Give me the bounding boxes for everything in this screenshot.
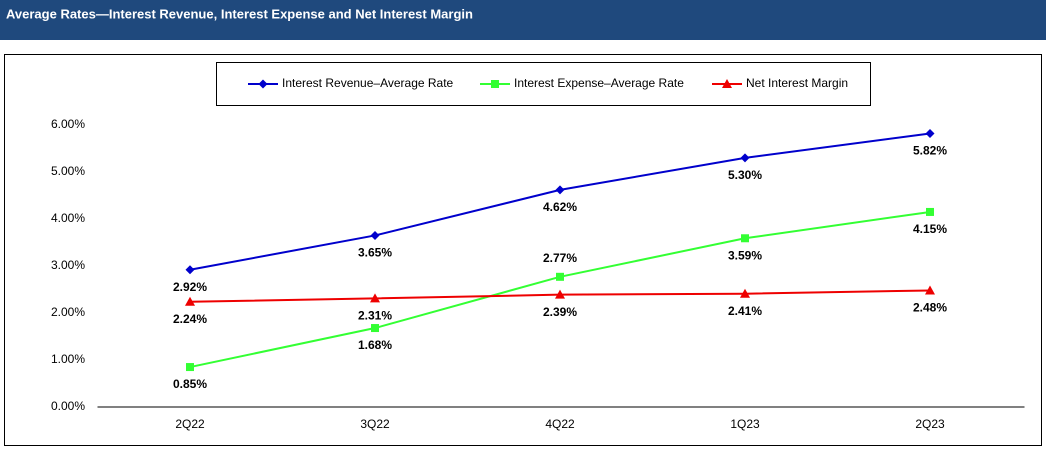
y-tick-label: 1.00% (51, 352, 85, 366)
point (740, 153, 750, 163)
point (370, 293, 380, 303)
value-label: 4.15% (913, 222, 947, 236)
x-tick-label: 4Q22 (545, 417, 575, 431)
value-label: 1.68% (358, 338, 392, 352)
point (555, 289, 565, 299)
value-label: 2.48% (913, 301, 947, 315)
point (556, 272, 564, 281)
legend-marker (258, 79, 268, 89)
y-tick-label: 0.00% (51, 399, 85, 413)
value-label: 3.59% (728, 248, 762, 262)
point (740, 288, 750, 298)
legend-marker (491, 80, 499, 88)
point (926, 207, 934, 216)
x-tick-label: 3Q22 (360, 417, 390, 431)
value-label: 3.65% (358, 246, 392, 260)
legend-box (216, 62, 871, 106)
value-label: 5.82% (913, 144, 947, 158)
y-tick-label: 4.00% (51, 211, 85, 225)
value-label: 2.24% (173, 312, 207, 326)
legend-label: Net Interest Margin (746, 76, 848, 90)
value-label: 2.31% (358, 309, 392, 323)
legend-label: Interest Expense–Average Rate (514, 76, 684, 90)
point (925, 128, 935, 138)
point (925, 285, 935, 295)
y-tick-label: 3.00% (51, 258, 85, 272)
y-tick-label: 5.00% (51, 164, 85, 178)
title-bar (0, 0, 1046, 40)
value-label: 0.85% (173, 377, 207, 391)
x-tick-label: 2Q23 (915, 417, 945, 431)
value-label: 2.77% (543, 251, 577, 265)
y-tick-label: 2.00% (51, 305, 85, 319)
x-tick-label: 2Q22 (175, 417, 205, 431)
chart-title: Average Rates—Interest Revenue, Interest… (6, 6, 473, 21)
point (186, 363, 194, 372)
point (185, 265, 195, 275)
value-label: 5.30% (728, 168, 762, 182)
x-tick-label: 1Q23 (730, 417, 760, 431)
value-label: 2.41% (728, 304, 762, 318)
legend-marker (722, 79, 732, 88)
chart-frame (4, 54, 1042, 446)
point (185, 296, 195, 306)
value-label: 2.39% (543, 305, 577, 319)
point (555, 185, 565, 195)
y-tick-label: 6.00% (51, 117, 85, 131)
point (371, 324, 379, 333)
point (370, 230, 380, 240)
legend-label: Interest Revenue–Average Rate (282, 76, 454, 90)
point (741, 234, 749, 243)
value-label: 4.62% (543, 200, 577, 214)
value-label: 2.92% (173, 280, 207, 294)
